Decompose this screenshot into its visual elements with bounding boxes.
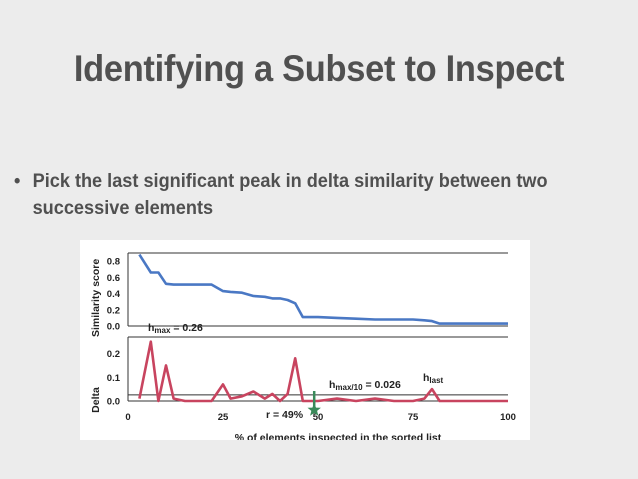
x-tick-label: 75 — [408, 412, 419, 423]
hlast-annotation: hlast — [423, 372, 444, 385]
y-tick-label: 0.6 — [107, 273, 120, 284]
hmax-h: h — [148, 322, 154, 334]
y-tick-label: 0.0 — [107, 397, 120, 408]
chart-svg: Similarity score Delta % of elements ins… — [90, 252, 516, 444]
hthreshold-annotation: hmax/10 = 0.026 — [329, 379, 401, 392]
x-tick-label: 100 — [500, 412, 516, 423]
hmax-annotation: hmax = 0.26 — [148, 322, 203, 335]
y-tick-label: 0.0 — [107, 322, 120, 333]
y-tick-label: 0.8 — [107, 257, 120, 268]
top-ylabel: Similarity score — [90, 259, 102, 337]
r-annotation: r = 49% — [266, 409, 304, 421]
hmax-value: = 0.26 — [170, 322, 203, 334]
y-tick-label: 0.2 — [107, 305, 120, 316]
hthreshold-value: = 0.026 — [363, 379, 401, 391]
hlast-h: h — [423, 372, 429, 384]
bullet-point: • Pick the last significant peak in delt… — [14, 168, 572, 222]
hthreshold-h: h — [329, 379, 335, 391]
x-axis-label: % of elements inspected in the sorted li… — [235, 432, 442, 440]
x-tick-label: 50 — [313, 412, 324, 423]
x-tick-label: 0 — [125, 412, 130, 423]
bullet-marker: • — [14, 170, 21, 192]
chart-panel: Similarity score Delta % of elements ins… — [80, 240, 530, 444]
star-icon — [307, 403, 321, 416]
slide-title: Identifying a Subset to Inspect — [73, 48, 565, 89]
x-tick-label: 25 — [218, 412, 229, 423]
delta-line — [138, 340, 508, 403]
hlast-sub: last — [429, 376, 443, 385]
bullet-text: Pick the last significant peak in delta … — [32, 170, 548, 219]
similarity-line — [138, 253, 508, 325]
y-tick-label: 0.1 — [107, 373, 121, 384]
hmax-sub: max — [154, 326, 171, 335]
hthreshold-sub: max/10 — [335, 383, 363, 392]
bottom-ylabel: Delta — [90, 387, 102, 413]
y-tick-label: 0.2 — [107, 349, 120, 360]
y-tick-label: 0.4 — [107, 289, 121, 300]
